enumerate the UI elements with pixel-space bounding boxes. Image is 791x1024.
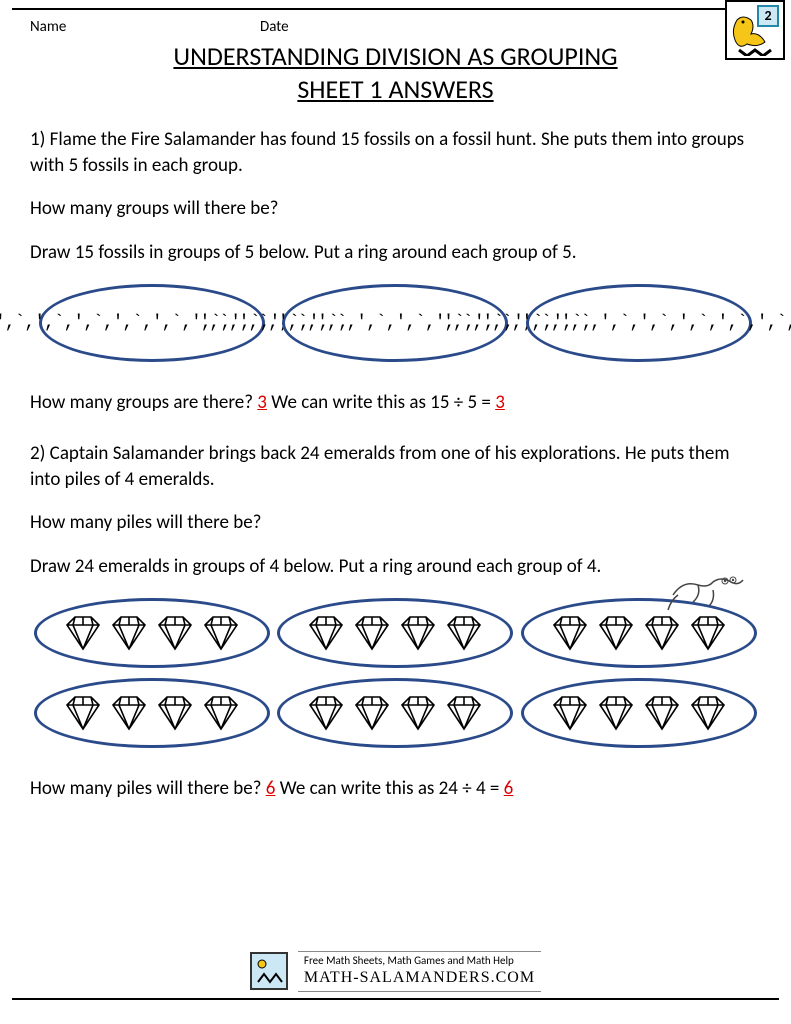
emerald-icon — [199, 615, 243, 651]
emerald-icon — [396, 695, 440, 731]
q2-prompt: How many piles will there be? — [30, 510, 761, 536]
emerald-icon — [61, 615, 105, 651]
emerald-icon — [199, 695, 243, 731]
q2-summary: How many piles will there be? 6 We can w… — [30, 776, 761, 802]
emerald-icon — [686, 615, 730, 651]
header-row: Name Date — [30, 18, 761, 36]
emerald-icon — [153, 695, 197, 731]
emerald-group-oval — [34, 678, 270, 748]
emerald-group-oval — [521, 678, 757, 748]
emerald-icon — [442, 615, 486, 651]
q1-instruction: Draw 15 fossils in groups of 5 below. Pu… — [30, 240, 761, 266]
footer-site: MATH-SALAMANDERS.COM — [304, 968, 535, 989]
emerald-icon — [350, 615, 394, 651]
q1-summary: How many groups are there? 3 We can writ… — [30, 390, 761, 416]
page-footer: Free Math Sheets, Math Games and Math He… — [12, 951, 779, 992]
emerald-icon — [304, 615, 348, 651]
q1-summary-mid: We can write this as 15 ÷ 5 = — [271, 391, 495, 414]
page-title: UNDERSTANDING DIVISION AS GROUPING SHEET… — [173, 40, 617, 105]
emerald-icon — [686, 695, 730, 731]
q2-answer: 6 — [266, 777, 276, 800]
footer-logo-icon — [250, 952, 288, 990]
grade-number: 2 — [757, 5, 779, 27]
emerald-icon — [396, 615, 440, 651]
worksheet-page: Name Date 2 UNDERSTANDING DIVISION AS GR… — [12, 8, 779, 1000]
emerald-icon — [350, 695, 394, 731]
title-line-2: SHEET 1 ANSWERS — [297, 73, 493, 105]
emerald-group-oval — [277, 678, 513, 748]
q2-groups-rows — [30, 598, 761, 748]
emerald-icon — [640, 615, 684, 651]
q1-answer2: 3 — [495, 391, 505, 414]
q1-prompt: How many groups will there be? — [30, 196, 761, 222]
title-line-1: UNDERSTANDING DIVISION AS GROUPING — [173, 40, 617, 72]
emerald-icon — [548, 615, 592, 651]
q1-groups-row: ',`,',`,',`,',`,',`,',`,',`,',`,',`,',`,… — [30, 284, 761, 362]
title-block: UNDERSTANDING DIVISION AS GROUPING SHEET… — [30, 40, 761, 105]
salamander-drawing-icon — [663, 570, 753, 620]
q2-summary-mid: We can write this as 24 ÷ 4 = — [280, 777, 504, 800]
emerald-icon — [442, 695, 486, 731]
q1-summary-pre: How many groups are there? — [30, 391, 257, 414]
emerald-icon — [304, 695, 348, 731]
emerald-icon — [61, 695, 105, 731]
footer-tagline: Free Math Sheets, Math Games and Math He… — [304, 954, 535, 968]
emerald-icon — [153, 615, 197, 651]
emerald-icon — [548, 695, 592, 731]
emerald-icon — [594, 695, 638, 731]
q2-instruction: Draw 24 emeralds in groups of 4 below. P… — [30, 554, 761, 580]
emerald-group-oval — [34, 598, 270, 668]
footer-text: Free Math Sheets, Math Games and Math He… — [298, 951, 541, 992]
emerald-icon — [107, 615, 151, 651]
q1-answer: 3 — [257, 391, 267, 414]
name-label: Name — [30, 18, 260, 36]
date-label: Date — [260, 18, 289, 36]
emerald-group-oval — [277, 598, 513, 668]
fossil-group-oval: ',`,',`,',`,',`,',`,',`,',`,',`,',`,',`, — [526, 284, 752, 362]
q2-summary-pre: How many piles will there be? — [30, 777, 266, 800]
emerald-icon — [107, 695, 151, 731]
emerald-icon — [594, 615, 638, 651]
emerald-icon — [640, 695, 684, 731]
q2-text: 2) Captain Salamander brings back 24 eme… — [30, 441, 761, 492]
q2-answer2: 6 — [504, 777, 514, 800]
q1-text: 1) Flame the Fire Salamander has found 1… — [30, 127, 761, 178]
